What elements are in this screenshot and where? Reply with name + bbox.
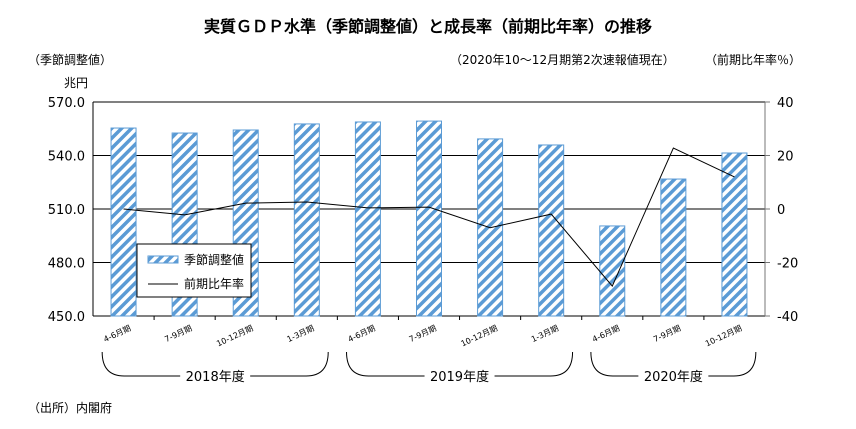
legend-bar-label: 季節調整値 <box>184 252 244 267</box>
bar-gdp-level <box>293 123 320 317</box>
group-label: 2020年度 <box>644 369 703 385</box>
x-tick-label: 4-6月期 <box>102 324 132 344</box>
right-tick-label: 40 <box>777 96 794 111</box>
chart-subtitle: （2020年10～12月期第2次速報値現在） <box>450 52 675 67</box>
right-tick-label: -20 <box>777 257 798 272</box>
left-tick-label: 510.0 <box>48 203 85 218</box>
group-bracket <box>346 351 574 377</box>
group-label: 2019年度 <box>430 369 489 385</box>
x-tick-label: 1-3月期 <box>530 324 560 344</box>
x-tick-label: 7-9月期 <box>408 324 438 344</box>
left-tick-label: 540.0 <box>48 150 85 165</box>
x-tick-label: 1-3月期 <box>286 324 316 344</box>
left-axis-label: （季節調整値） <box>28 52 112 67</box>
x-tick-label: 7-9月期 <box>652 324 682 344</box>
left-tick-label: 570.0 <box>48 96 85 111</box>
bar-gdp-level <box>538 144 565 317</box>
group-label: 2018年度 <box>186 369 245 385</box>
x-tick-label: 10-12月期 <box>704 324 743 349</box>
bar-gdp-level <box>660 178 687 317</box>
x-tick-label: 10-12月期 <box>215 324 254 349</box>
legend-bar-swatch <box>147 255 179 264</box>
legend-line-label: 前期比年率 <box>184 276 244 291</box>
chart-title: 実質ＧＤＰ水準（季節調整値）と成長率（前期比年率）の推移 <box>204 17 652 36</box>
group-bracket <box>590 351 757 377</box>
left-tick-label: 480.0 <box>48 257 85 272</box>
bar-gdp-level <box>354 121 381 317</box>
left-tick-label: 450.0 <box>48 310 85 325</box>
bar-gdp-level <box>416 120 442 317</box>
x-tick-label: 10-12月期 <box>460 324 499 349</box>
x-tick-label: 7-9月期 <box>163 324 193 344</box>
right-tick-label: 0 <box>777 203 785 218</box>
right-tick-label: -40 <box>777 310 798 325</box>
bar-gdp-level <box>599 225 626 317</box>
left-axis-unit: 兆円 <box>64 76 88 90</box>
x-tick-label: 4-6月期 <box>591 324 621 344</box>
bar-gdp-level <box>477 138 504 317</box>
right-axis-label: （前期比年率％） <box>705 52 801 67</box>
group-bracket <box>101 351 329 377</box>
right-tick-label: 20 <box>777 150 794 165</box>
legend: 季節調整値 前期比年率 <box>136 243 252 298</box>
source-note: （出所）内閣府 <box>28 400 112 415</box>
bar-gdp-level <box>110 127 137 317</box>
line-growth-rate <box>123 147 735 287</box>
x-tick-label: 4-6月期 <box>347 324 377 344</box>
bar-gdp-level <box>721 152 748 317</box>
